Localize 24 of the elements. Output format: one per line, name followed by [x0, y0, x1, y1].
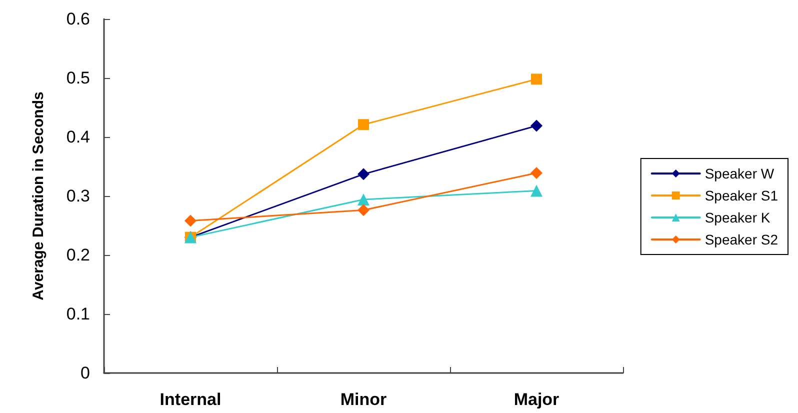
point: [358, 194, 370, 206]
y-axis-title: Average Duration in Seconds: [30, 92, 47, 300]
y-tick-label: 0: [80, 364, 90, 382]
legend-label: Speaker S2: [704, 232, 778, 248]
point: [530, 120, 542, 132]
y-tick-label: 0.1: [66, 304, 90, 324]
point: [530, 166, 542, 179]
y-tick-label: 0.3: [66, 186, 90, 206]
y-tick-label: 0.2: [66, 246, 90, 264]
point: [358, 119, 369, 130]
y-tick-label: 0.6: [66, 10, 90, 28]
legend-label: Speaker W: [704, 166, 775, 182]
y-tick-label: 0.5: [66, 68, 90, 88]
x-tick-label: Minor: [340, 390, 388, 409]
legend-label: Speaker S1: [704, 188, 778, 204]
point: [358, 168, 370, 180]
point: [184, 214, 196, 227]
point: [358, 204, 370, 216]
x-tick-label: Major: [514, 390, 560, 409]
y-tick-label: 0.4: [66, 128, 90, 146]
point: [531, 74, 542, 85]
x-tick-label: Internal: [160, 390, 222, 409]
point: [530, 184, 542, 197]
legend-label: Speaker K: [704, 210, 771, 226]
